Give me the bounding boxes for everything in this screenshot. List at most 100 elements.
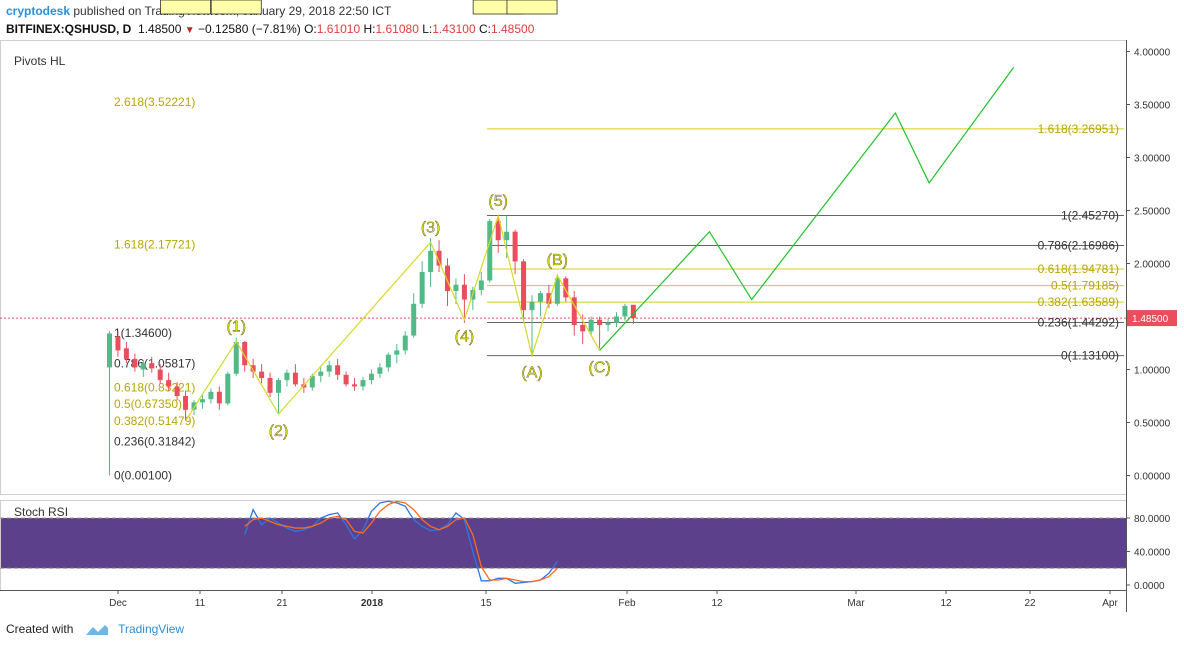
pivot-tag-box: [210, 0, 262, 15]
candle-body: [107, 333, 112, 368]
low-label: L:: [422, 22, 433, 36]
fib-right-level: 0.786(2.16986): [1038, 238, 1119, 252]
pivot-tag-box: [506, 0, 558, 15]
time-tick-label: 11: [195, 598, 206, 609]
candle-body: [292, 372, 298, 385]
candle-body: [554, 278, 560, 304]
symbol-line: BITFINEX:QSHUSD, D 1.48500 ▼ −0.12580 (−…: [6, 22, 534, 36]
candle-body: [259, 371, 265, 378]
pivot-tag-label: 0.51600: [166, 0, 206, 3]
projection-line: [599, 67, 1015, 351]
pivot-tag-label: 1.26530: [216, 0, 256, 3]
candle-body: [385, 354, 391, 368]
candle-body: [216, 391, 222, 404]
time-tick-label: 22: [1024, 598, 1036, 609]
candle-body: [352, 384, 358, 387]
candle-body: [132, 358, 138, 368]
elliott-wave-line: [185, 213, 601, 422]
candle-body: [199, 399, 205, 403]
current-price-label: 1.48500: [1132, 314, 1169, 325]
candle-body: [368, 373, 374, 381]
candle-body: [419, 271, 425, 304]
close-value: 1.48500: [490, 22, 535, 36]
price-tick-label: 1.00000: [1134, 366, 1171, 377]
candle-body: [191, 402, 197, 410]
stoch-tick-label: 40.0000: [1134, 548, 1171, 559]
last-price: 1.48500: [138, 22, 182, 36]
candle-body: [402, 335, 408, 351]
candle-body: [428, 250, 434, 272]
fib-left-level: 0.5(0.67350): [114, 397, 182, 411]
fib-right-level: 0.618(1.94781): [1038, 262, 1119, 276]
time-tick-label: 12: [711, 598, 723, 609]
candle-body: [250, 365, 256, 372]
author-link[interactable]: cryptodesk: [6, 4, 71, 18]
time-tick-label: 15: [480, 598, 492, 609]
candle-body: [580, 324, 586, 332]
price-tick-label: 3.00000: [1134, 154, 1171, 165]
candle-body: [115, 336, 121, 351]
high-value: 1.61080: [375, 22, 419, 36]
candle-body: [157, 369, 163, 381]
candle-body: [394, 350, 400, 355]
candle-body: [504, 231, 510, 241]
fib-left-level: 1(1.34600): [114, 326, 172, 340]
pivot-tag-box: [160, 0, 211, 15]
price-tick-label: 2.00000: [1134, 260, 1171, 271]
fib-left-extension: 2.618(3.52221): [114, 95, 195, 109]
candle-body: [233, 341, 239, 374]
pivot-tag-label: 2.45270: [478, 0, 518, 3]
candle-body: [208, 391, 214, 400]
fib-right-level: 1.618(3.26951): [1038, 122, 1119, 136]
close-label: C:: [478, 22, 491, 36]
candle-body: [630, 304, 636, 319]
price-change: −0.12580 (−7.81%): [198, 22, 301, 36]
candle-body: [284, 372, 290, 381]
candle-body: [445, 265, 450, 292]
tradingview-brand-link[interactable]: TradingView: [118, 622, 185, 636]
candle-body: [411, 303, 417, 336]
price-tick-label: 2.50000: [1134, 207, 1171, 218]
candle-body: [360, 380, 366, 387]
candle-body: [343, 374, 349, 385]
candle-body: [622, 305, 628, 317]
open-value: 1.61010: [316, 22, 361, 36]
candle-body: [512, 231, 518, 262]
price-tick-label: 0.00000: [1134, 472, 1171, 483]
time-tick-label: Dec: [109, 598, 127, 609]
candle-body: [537, 293, 543, 302]
candle-body: [318, 371, 324, 376]
candle-body: [267, 377, 273, 393]
candle-body: [242, 341, 248, 366]
candle-body: [546, 293, 552, 304]
price-tick-label: 4.00000: [1134, 48, 1171, 59]
wave-label: (4): [455, 329, 475, 346]
candle-body: [597, 319, 603, 325]
created-with-text: Created with: [6, 622, 74, 636]
fib-left-level: 0.236(0.31842): [114, 435, 195, 449]
candle-body: [276, 380, 281, 393]
pivot-tag-label: 1.13100: [512, 0, 552, 3]
time-tick-label: 2018: [361, 598, 384, 609]
wave-label: (B): [547, 252, 568, 269]
wave-label: (1): [226, 318, 246, 335]
stoch-tick-label: 0.0000: [1134, 581, 1165, 592]
time-tick-label: 12: [940, 598, 952, 609]
down-triangle-icon: ▼: [184, 25, 195, 36]
fib-right-level: 0.382(1.63589): [1038, 295, 1119, 309]
price-pane-label: Pivots HL: [14, 54, 66, 68]
candle-body: [149, 363, 155, 369]
price-tick-label: 3.50000: [1134, 101, 1171, 112]
price-tick-label: 0.50000: [1134, 419, 1171, 430]
stoch-band: [1, 518, 1126, 569]
wave-label: (3): [421, 219, 441, 236]
stoch-pane-label: Stoch RSI: [14, 505, 68, 519]
candle-body: [326, 365, 332, 372]
candle-body: [487, 221, 493, 281]
candle-body: [123, 348, 129, 359]
time-tick-label: Mar: [847, 598, 865, 609]
candle-body: [174, 386, 180, 396]
fib-right-level: 0.5(1.79185): [1051, 279, 1119, 293]
fib-right-level: 0.236(1.44292): [1038, 316, 1119, 330]
